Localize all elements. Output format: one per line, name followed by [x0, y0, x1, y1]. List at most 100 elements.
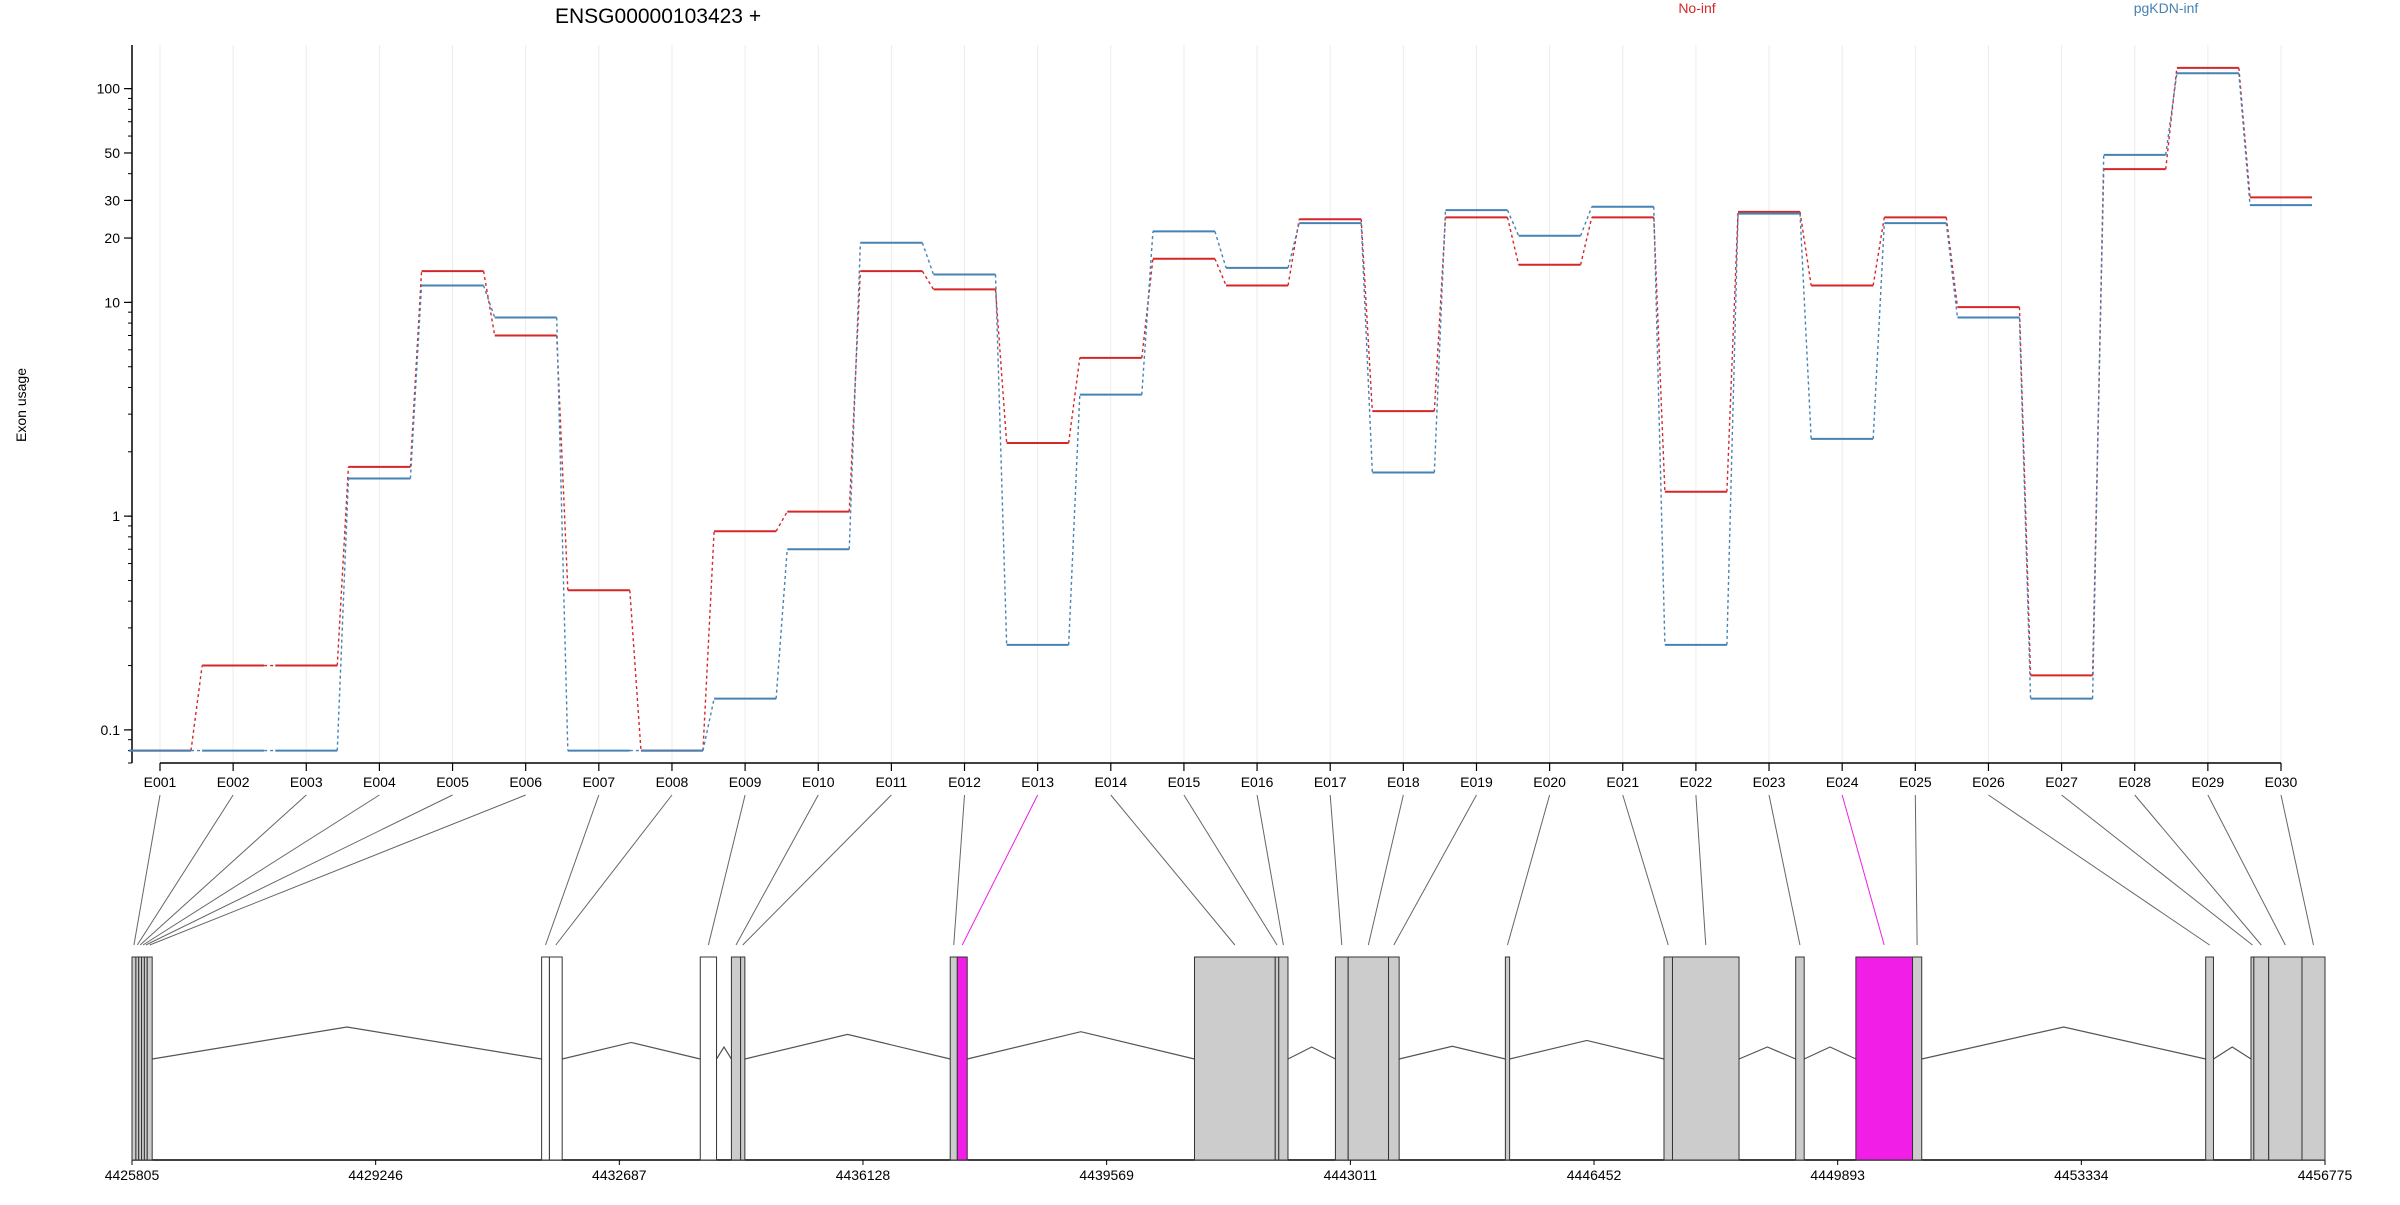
x-tick-label: E025 — [1899, 774, 1932, 790]
intron-junction — [1738, 1046, 1796, 1060]
series-connector — [1360, 219, 1374, 412]
x-tick-label: E005 — [436, 774, 469, 790]
exon-box-e028 — [2253, 956, 2270, 1161]
intron-junction — [2213, 1046, 2252, 1060]
x-tick-label: E030 — [2265, 774, 2298, 790]
exon-connector-e013 — [961, 794, 1039, 946]
series-connector — [702, 698, 715, 751]
series-connector — [1360, 223, 1374, 473]
y-axis-label: Exon usage — [13, 368, 29, 442]
x-tick-label: E006 — [509, 774, 542, 790]
exon-connector-e012 — [953, 794, 966, 946]
series-connector — [1726, 213, 1739, 645]
exon-connector-e002 — [136, 794, 234, 946]
x-tick-label: E019 — [1460, 774, 1493, 790]
x-tick-label: E016 — [1241, 774, 1274, 790]
x-tick-label: E026 — [1972, 774, 2005, 790]
exon-connector-e018 — [1367, 794, 1404, 946]
x-tick-label: E029 — [2192, 774, 2225, 790]
series-connector — [775, 511, 788, 532]
series-connector — [1506, 217, 1520, 265]
x-tick-label: E007 — [582, 774, 615, 790]
coordinate-tick-label: 4439569 — [1079, 1167, 1134, 1183]
gene-model: 4425805 4429246 4432687 4436128 4439569 44430… — [105, 956, 2353, 1183]
coordinate-tick-label: 4425805 — [105, 1167, 160, 1183]
series-layer — [129, 66, 2312, 752]
legend-entry: pgKDN-inf — [2134, 0, 2199, 16]
intron-junction — [1803, 1046, 1857, 1060]
series-connector — [1579, 206, 1593, 236]
exon-box-e011 — [740, 956, 746, 1161]
series-connector — [629, 590, 642, 751]
x-tick-label: E009 — [729, 774, 762, 790]
exon-connector-e028 — [2134, 794, 2262, 946]
x-tick-label: E027 — [2045, 774, 2078, 790]
intron-junction — [1509, 1039, 1665, 1060]
grid-layer — [159, 45, 2282, 763]
series-connector — [1506, 209, 1520, 237]
series-connector — [1141, 231, 1154, 395]
x-tick-label: E008 — [656, 774, 689, 790]
x-tick-label: E028 — [2118, 774, 2151, 790]
series-connector — [1067, 357, 1081, 444]
x-tick-label: E017 — [1314, 774, 1347, 790]
x-tick-label: E012 — [948, 774, 981, 790]
exon-connector-e011 — [742, 794, 892, 946]
exon-connector-e006 — [149, 794, 526, 946]
exon-box-e023 — [1795, 956, 1805, 1161]
series-connector — [2238, 73, 2251, 206]
series-connector — [1653, 206, 1666, 645]
exon-box-e021 — [1663, 956, 1673, 1161]
x-tick-label: E001 — [144, 774, 177, 790]
exon-box-e029 — [2268, 956, 2303, 1161]
series-connector — [1214, 258, 1227, 286]
x-tick-label: E018 — [1387, 774, 1420, 790]
series-connector — [2165, 73, 2178, 155]
exon-box-e008 — [548, 956, 563, 1161]
exon-box-e024 — [1855, 956, 1914, 1161]
series-connector — [190, 665, 203, 751]
x-tick-label: E013 — [1021, 774, 1054, 790]
y-tick-label: 10 — [104, 294, 120, 310]
exon-box-e019 — [1388, 956, 1400, 1161]
exon-connector-e027 — [2061, 794, 2253, 946]
series-connector — [1799, 213, 1812, 439]
coordinate-tick-label: 4449893 — [1810, 1167, 1865, 1183]
x-tick-label: E002 — [217, 774, 250, 790]
series-connector — [1653, 217, 1666, 492]
exon-connector-e019 — [1393, 794, 1477, 946]
exon-connector-e016 — [1256, 794, 1284, 946]
series-connector — [2091, 154, 2105, 699]
series-connector — [1872, 223, 1886, 439]
exon-connector-e025 — [1914, 794, 1918, 946]
x-tick-label: E011 — [876, 774, 908, 790]
series-connector — [1945, 217, 1959, 308]
series-connector — [1287, 222, 1300, 269]
x-tick-label: E024 — [1826, 774, 1859, 790]
y-tick-label: 1 — [112, 508, 120, 524]
series-connector — [1433, 217, 1447, 412]
series-connector — [1579, 217, 1593, 265]
exon-connector-layer — [133, 794, 2314, 946]
exon-connector-e026 — [1988, 794, 2210, 946]
series-connector — [775, 549, 788, 699]
series-no-inf — [129, 66, 2312, 752]
exon-box-e009 — [699, 956, 718, 1161]
exon-connector-e009 — [707, 794, 746, 946]
coordinate-tick-label: 4456775 — [2298, 1167, 2353, 1183]
series-connector — [409, 285, 423, 479]
intron-junction — [1287, 1046, 1336, 1060]
x-tick-label: E004 — [363, 774, 396, 790]
exon-box-e007 — [541, 956, 550, 1161]
exon-box-e015 — [1274, 956, 1280, 1161]
exon-connector-e010 — [735, 794, 819, 946]
exon-box-e030 — [2301, 956, 2326, 1161]
x-tick-label: E020 — [1533, 774, 1566, 790]
exon-connector-e021 — [1622, 794, 1669, 946]
axes-layer: ENSG00000103423 + Exon usage 0.1 1 10 20 30 5… — [13, 5, 2298, 790]
x-tick-label: E010 — [802, 774, 835, 790]
series-pgkdn-inf — [129, 72, 2312, 752]
exon-box-e006 — [146, 956, 153, 1161]
